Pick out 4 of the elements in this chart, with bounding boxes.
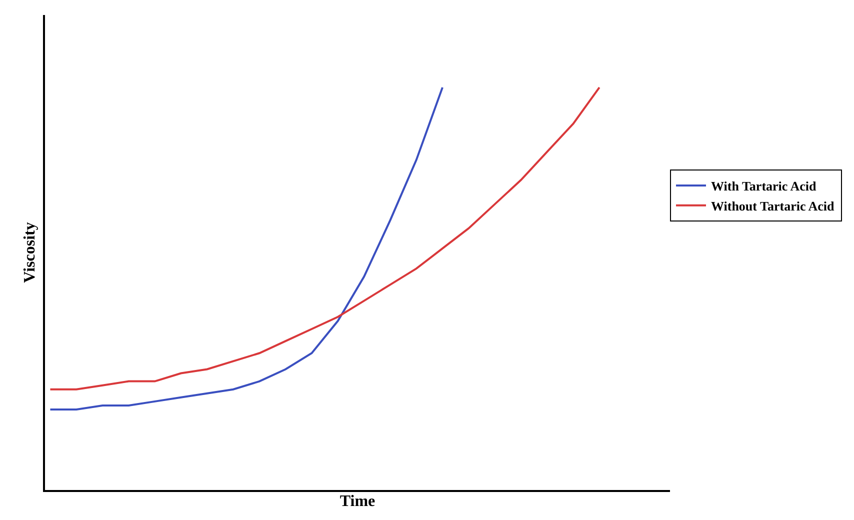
legend-label: Without Tartaric Acid [711,198,836,214]
legend-label: With Tartaric Acid [711,178,817,194]
x-axis-title: Time [340,492,376,510]
y-axis-title: Viscosity [22,222,39,283]
